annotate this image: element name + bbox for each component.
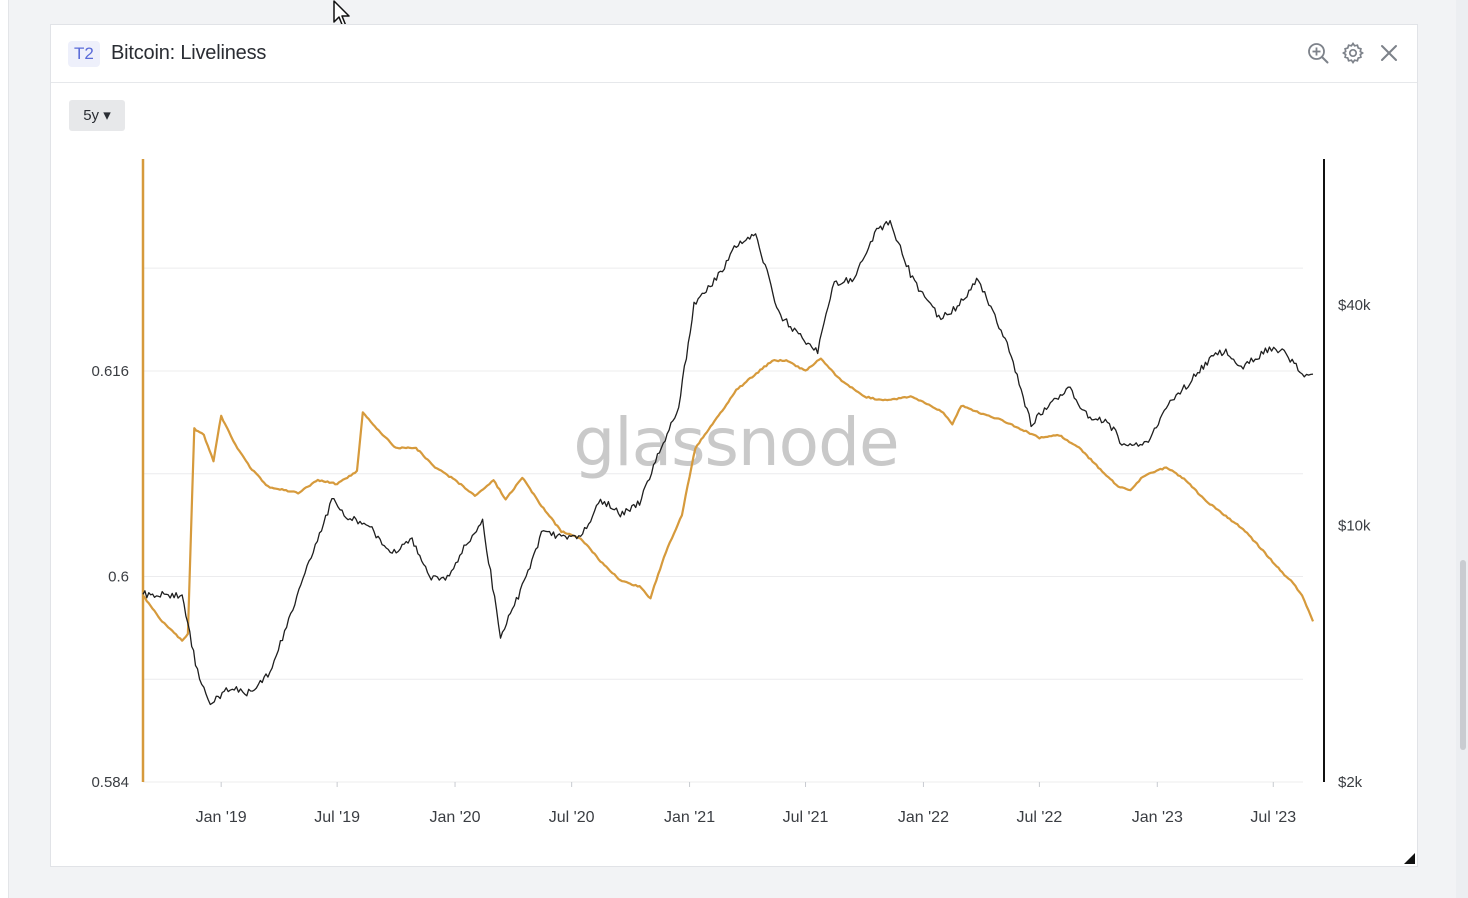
chart-area: glassnode 0.584 0.6 0.616 $2k $10k $40k Jan '19…	[91, 159, 1371, 826]
y-tick-label-right: $40k	[1338, 297, 1371, 314]
x-tick-label: Jan '23	[1132, 809, 1183, 826]
gear-icon[interactable]	[1341, 41, 1365, 65]
left-sidebar-edge	[0, 0, 9, 898]
price-series-line	[142, 219, 1314, 706]
panel-title: Bitcoin: Liveliness	[111, 42, 267, 64]
x-tick-label: Jan '19	[196, 809, 247, 826]
y-tick-label-left: 0.6	[108, 568, 129, 585]
x-tick-label: Jul '22	[1017, 809, 1063, 826]
x-tick-label: Jul '23	[1250, 809, 1296, 826]
liveliness-series-line	[142, 357, 1315, 642]
x-tick-label: Jul '20	[549, 809, 595, 826]
zoom-in-icon[interactable]	[1306, 41, 1330, 65]
y-tick-label-right: $10k	[1338, 518, 1371, 535]
range-selector[interactable]: 5y ▾	[69, 100, 125, 131]
chart-panel: T2 Bitcoin: Liveliness 5y ▾ glassnode 0.5…	[50, 24, 1418, 867]
close-icon[interactable]	[1377, 41, 1401, 65]
x-tick-label: Jul '19	[314, 809, 360, 826]
panel-header: T2 Bitcoin: Liveliness	[51, 25, 1417, 83]
tier-badge: T2	[68, 41, 100, 67]
right-scrollbar-track[interactable]	[1456, 0, 1468, 898]
x-tick-label: Jan '21	[664, 809, 715, 826]
watermark-text: glassnode	[573, 404, 898, 481]
y-tick-label-left: 0.584	[91, 774, 129, 791]
y-tick-label-right: $2k	[1338, 774, 1363, 791]
x-tick-label: Jul '21	[783, 809, 829, 826]
x-tick-label: Jan '20	[429, 809, 480, 826]
resize-handle[interactable]	[1404, 853, 1415, 864]
y-tick-label-left: 0.616	[91, 363, 129, 380]
scrollbar-thumb[interactable]	[1460, 560, 1466, 750]
x-tick-label: Jan '22	[898, 809, 949, 826]
